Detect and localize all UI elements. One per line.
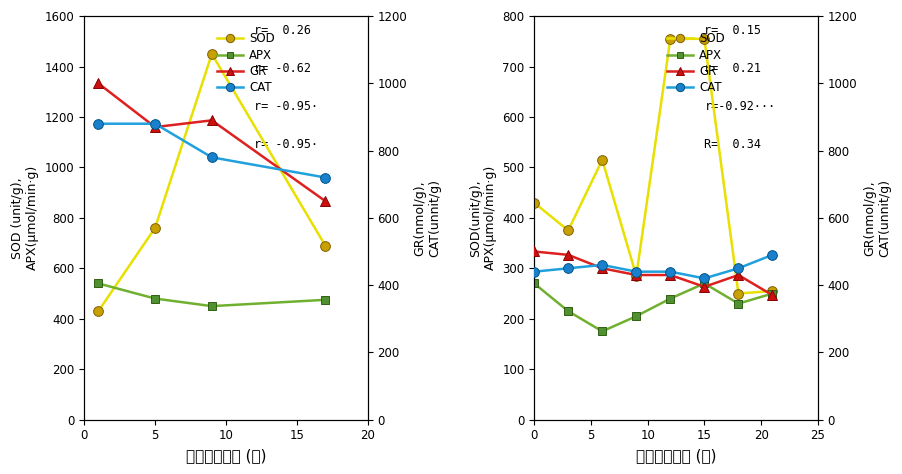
Text: r= -0.95·: r= -0.95· xyxy=(254,100,318,113)
Text: r=-0.92···: r=-0.92··· xyxy=(704,100,776,113)
Legend: SOD, APX, GR, CAT: SOD, APX, GR, CAT xyxy=(215,30,277,97)
Y-axis label: SOD (unit/g),
APX(μmol/min·g): SOD (unit/g), APX(μmol/min·g) xyxy=(11,165,39,271)
Text: r= -0.95·: r= -0.95· xyxy=(254,138,318,151)
Y-axis label: GR(nmol/g),
CAT(unnit/g): GR(nmol/g), CAT(unnit/g) xyxy=(863,179,891,257)
Text: R=  0.34: R= 0.34 xyxy=(704,138,761,151)
Text: r= -0.62: r= -0.62 xyxy=(254,62,311,75)
Text: r=  0.15: r= 0.15 xyxy=(704,24,761,37)
Legend: SOD, APX, GR, CAT: SOD, APX, GR, CAT xyxy=(665,30,727,97)
Y-axis label: SOD(unit/g),
APX(μmol/min·g): SOD(unit/g), APX(μmol/min·g) xyxy=(469,165,497,271)
X-axis label: 인공노화기간 (일): 인공노화기간 (일) xyxy=(636,448,716,463)
Y-axis label: GR(nmol/g),
CAT(unnit/g): GR(nmol/g), CAT(unnit/g) xyxy=(413,179,441,257)
Text: r=  0.21: r= 0.21 xyxy=(704,62,761,75)
X-axis label: 자연노화기간 (년): 자연노화기간 (년) xyxy=(186,448,266,463)
Text: r=  0.26: r= 0.26 xyxy=(254,24,311,37)
